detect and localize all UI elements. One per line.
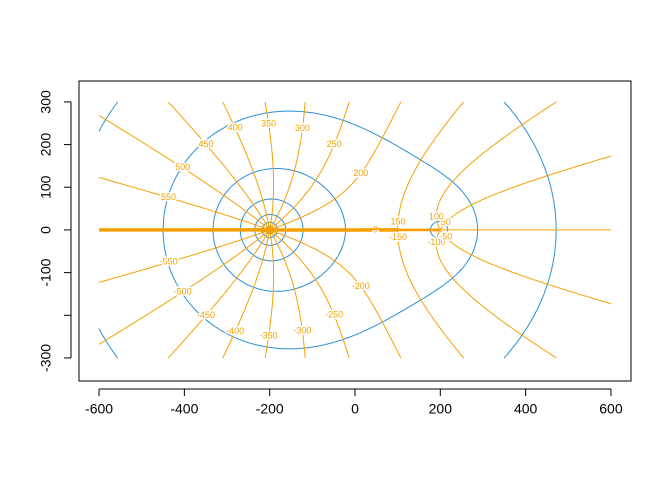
contour-label: 400 — [228, 123, 243, 133]
x-tick-label: -200 — [256, 401, 284, 417]
contour-label: -100 — [427, 237, 445, 247]
y-tick-label: -300 — [38, 344, 54, 372]
x-tick-label: 600 — [599, 401, 623, 417]
contour-label: -450 — [197, 310, 215, 320]
contour-label: -300 — [293, 326, 311, 336]
contour-label: 450 — [199, 139, 214, 149]
y-tick-label: 0 — [38, 226, 54, 234]
contour-label: 500 — [175, 162, 190, 172]
contour-line — [98, 177, 267, 230]
contour-label: -500 — [174, 286, 192, 296]
y-tick-label: 300 — [38, 90, 54, 114]
contour-label: 350 — [261, 118, 276, 128]
contour-label: 200 — [353, 168, 368, 178]
contour-label: -250 — [325, 310, 343, 320]
contour-label: -50 — [439, 231, 452, 241]
contour-label: 50 — [441, 217, 451, 227]
contour-label: 150 — [390, 217, 405, 227]
x-tick-label: 400 — [514, 401, 538, 417]
y-tick-label: 200 — [38, 133, 54, 157]
x-tick-label: -400 — [170, 401, 198, 417]
plot-area: -550 -500 -450 -400 -350 -300 -250 -200 -150 -100… — [98, 101, 612, 359]
contour-label: -550 — [160, 257, 178, 267]
contour-label: 300 — [295, 123, 310, 133]
contour-line — [98, 101, 557, 359]
contour-label: -150 — [389, 232, 407, 242]
contour-label: 100 — [429, 211, 444, 221]
x-tick-label: -600 — [85, 401, 113, 417]
x-tick-label: 200 — [429, 401, 453, 417]
contour-label: -400 — [226, 326, 244, 336]
y-tick-label: -100 — [38, 258, 54, 286]
contour-label: -200 — [352, 281, 370, 291]
contour-label: -350 — [260, 330, 278, 340]
plot-box — [78, 80, 632, 382]
y-tick-label: 100 — [38, 175, 54, 199]
x-tick-label: 0 — [351, 401, 359, 417]
contour-label: 550 — [161, 192, 176, 202]
contour-label: 250 — [327, 139, 342, 149]
